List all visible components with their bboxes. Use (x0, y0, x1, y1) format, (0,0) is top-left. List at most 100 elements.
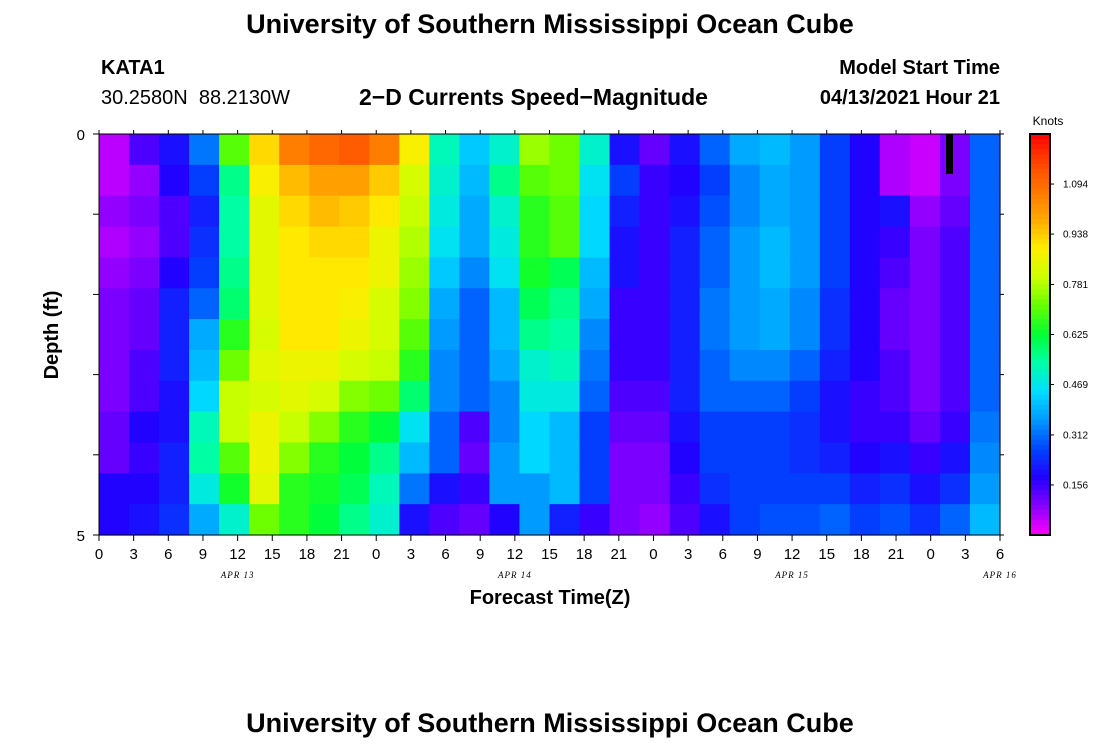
heatmap-cell (579, 504, 611, 536)
heatmap-cell (369, 164, 400, 197)
x-tick-label: 12 (784, 546, 801, 563)
heatmap-cell (729, 380, 761, 413)
heatmap-cell (189, 319, 220, 351)
heatmap-cell (729, 226, 761, 258)
heatmap-cell (639, 164, 671, 197)
colorbar-segment (1030, 194, 1050, 200)
heatmap-cell (939, 195, 971, 228)
heatmap-cell (489, 380, 521, 413)
heatmap-cell (879, 473, 911, 505)
heatmap-cell (309, 349, 340, 382)
heatmap-cell (459, 380, 491, 413)
heatmap-cell (429, 411, 460, 444)
heatmap-cell (489, 319, 521, 351)
heatmap-cell (189, 195, 220, 228)
heatmap-cell (759, 134, 791, 166)
colorbar-tick-label: 1.094 (1063, 180, 1088, 191)
heatmap-cell (729, 504, 761, 536)
heatmap-cell (549, 288, 581, 320)
heatmap-cell (519, 411, 551, 444)
colorbar-segment (1030, 474, 1050, 481)
colorbar-segment (1030, 239, 1050, 245)
colorbar-segment (1030, 489, 1050, 496)
colorbar-segment (1030, 364, 1050, 371)
heatmap-cell (309, 195, 340, 228)
heatmap-cell (249, 411, 280, 444)
heatmap-cell (519, 226, 551, 258)
x-tick-label: 9 (753, 546, 761, 563)
heatmap-cell (939, 442, 971, 474)
colorbar-segment (1030, 529, 1050, 536)
y-axis: 05 (77, 127, 1004, 545)
heatmap-cell (429, 226, 460, 258)
x-tick-label: 21 (888, 546, 905, 563)
heatmap-cell (579, 288, 611, 320)
heatmap-cell (309, 411, 340, 444)
heatmap-cell (669, 257, 701, 289)
heatmap-cell (639, 349, 671, 382)
heatmap-cell (459, 134, 491, 166)
colorbar-segment (1030, 524, 1050, 531)
colorbar-segment (1030, 264, 1050, 270)
heatmap-cell (159, 473, 190, 505)
heatmap-cell (699, 380, 731, 413)
heatmap-cell (189, 411, 220, 444)
colorbar-segment (1030, 179, 1050, 185)
heatmap-cell (609, 164, 641, 197)
colorbar-segment (1030, 359, 1050, 366)
heatmap-cell (489, 473, 521, 505)
heatmap-cell (459, 473, 491, 505)
missing-data-marker (946, 134, 953, 174)
colorbar-segment (1030, 284, 1050, 290)
heatmap-cell (399, 442, 430, 474)
heatmap-cell (189, 226, 220, 258)
heatmap-cell (639, 473, 671, 505)
colorbar-segment (1030, 484, 1050, 491)
heatmap-cell (189, 134, 220, 166)
colorbar-segment (1030, 424, 1050, 431)
heatmap-cell (909, 380, 941, 413)
colorbar-segment (1030, 249, 1050, 255)
heatmap-cell (549, 411, 581, 444)
heatmap-cell (159, 349, 190, 382)
heatmap-cell (609, 288, 641, 320)
heatmap-cell (849, 257, 881, 289)
heatmap-cell (609, 504, 641, 536)
heatmap-cell (309, 442, 340, 474)
heatmap-cell (699, 134, 731, 166)
heatmap-cell (549, 164, 581, 197)
colorbar-segment (1030, 404, 1050, 411)
heatmap-cell (789, 319, 821, 351)
heatmap-cell (219, 473, 250, 505)
heatmap-cell (99, 288, 130, 320)
heatmap-cell (909, 349, 941, 382)
heatmap-cell (669, 134, 701, 166)
heatmap-cell (699, 257, 731, 289)
heatmap-cell (369, 473, 400, 505)
heatmap-cell (189, 473, 220, 505)
heatmap-cell (669, 195, 701, 228)
heatmap-cell (939, 411, 971, 444)
x-tick-label: 3 (684, 546, 692, 563)
heatmap-cell (189, 257, 220, 289)
colorbar-segment (1030, 319, 1050, 326)
x-tick-label: 3 (961, 546, 969, 563)
heatmap-cell (369, 319, 400, 351)
heatmap-cell (459, 442, 491, 474)
colorbar-segment (1030, 139, 1050, 145)
colorbar-segment (1030, 259, 1050, 265)
x-axis-label: Forecast Time(Z) (470, 587, 631, 609)
colorbar-segment (1030, 434, 1050, 441)
heatmap-cell (789, 134, 821, 166)
heatmap-cell (279, 195, 310, 228)
heatmap-cell (429, 504, 460, 536)
heatmap-cell (99, 380, 130, 413)
heatmap-cell (99, 504, 130, 536)
heatmap-cell (849, 226, 881, 258)
heatmap-cell (549, 257, 581, 289)
heatmap-cell (939, 349, 971, 382)
heatmap-cell (759, 319, 791, 351)
heatmap-cell (129, 288, 160, 320)
heatmap-cell (519, 349, 551, 382)
heatmap-cell (879, 257, 911, 289)
